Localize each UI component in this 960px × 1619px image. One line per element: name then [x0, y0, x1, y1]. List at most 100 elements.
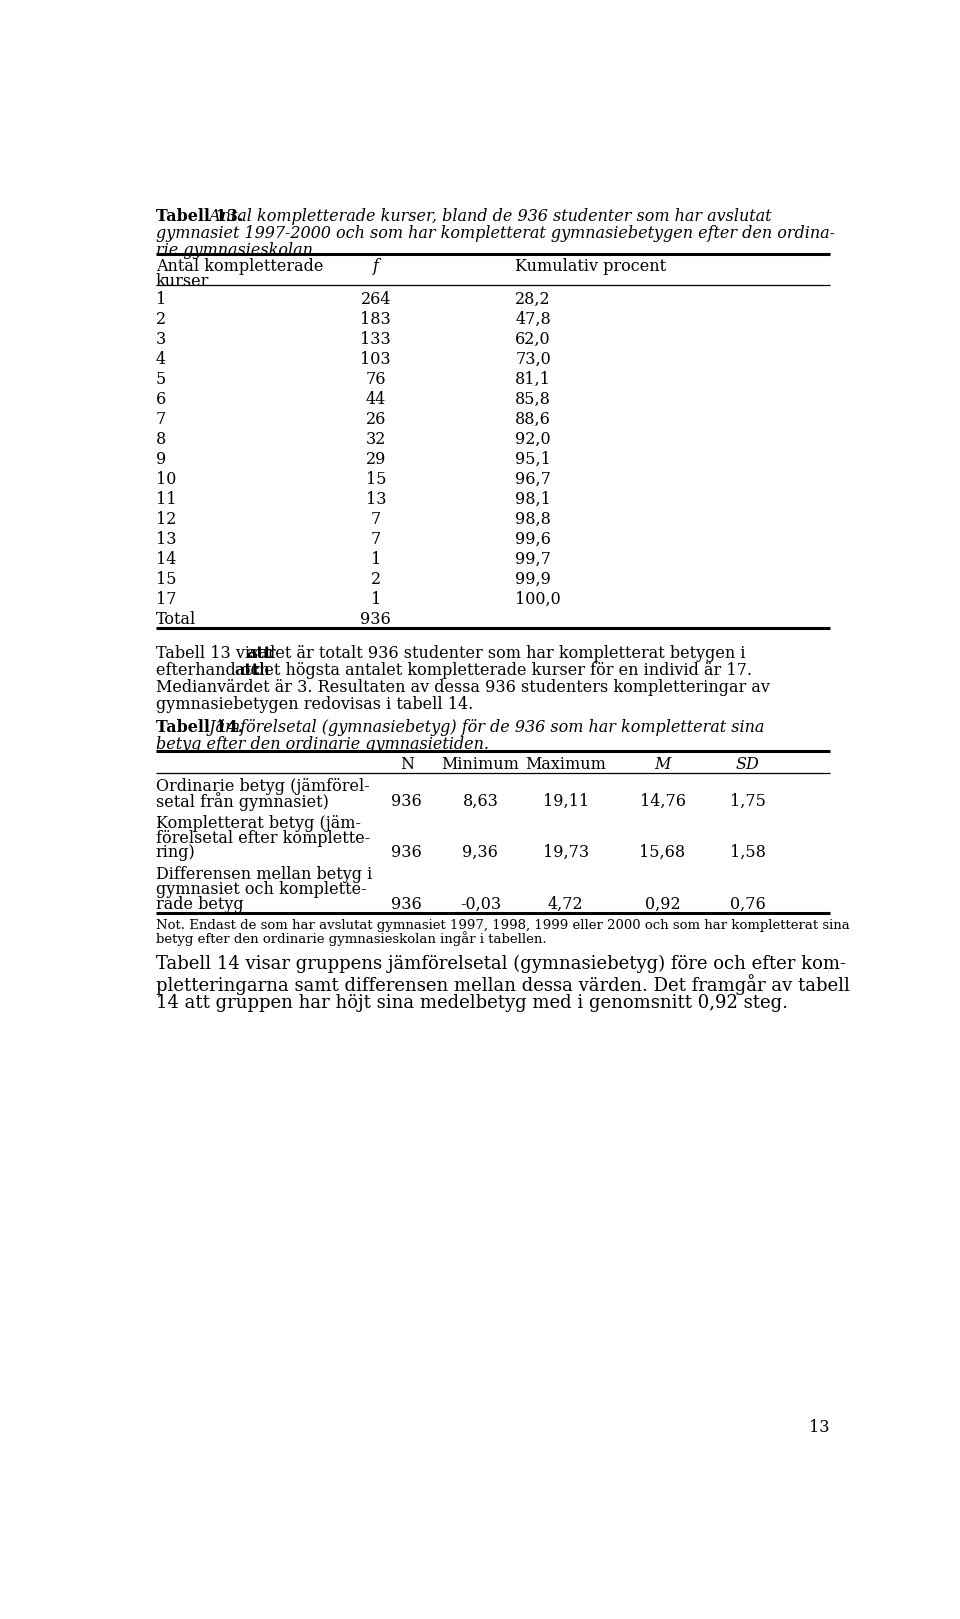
- Text: 7: 7: [371, 510, 381, 528]
- Text: 26: 26: [366, 411, 386, 427]
- Text: att: att: [234, 662, 260, 678]
- Text: 183: 183: [360, 311, 391, 327]
- Text: 4: 4: [156, 351, 166, 368]
- Text: Not. Endast de som har avslutat gymnasiet 1997, 1998, 1999 eller 2000 och som ha: Not. Endast de som har avslutat gymnasie…: [156, 920, 850, 933]
- Text: 15: 15: [366, 471, 386, 487]
- Text: 28,2: 28,2: [516, 290, 551, 308]
- Text: 936: 936: [392, 843, 422, 861]
- Text: 1,58: 1,58: [730, 843, 766, 861]
- Text: 2: 2: [371, 572, 381, 588]
- Text: rade betyg: rade betyg: [156, 895, 243, 913]
- Text: 92,0: 92,0: [516, 431, 551, 448]
- Text: 14 att gruppen har höjt sina medelbetyg med i genomsnitt 0,92 steg.: 14 att gruppen har höjt sina medelbetyg …: [156, 994, 787, 1012]
- Text: 32: 32: [366, 431, 386, 448]
- Text: 14: 14: [156, 550, 176, 568]
- Text: Tabell 14 visar gruppens jämförelsetal (gymnasiebetyg) före och efter kom-: Tabell 14 visar gruppens jämförelsetal (…: [156, 954, 846, 973]
- Text: SD: SD: [735, 756, 759, 772]
- Text: gymnasiet och komplette-: gymnasiet och komplette-: [156, 881, 367, 899]
- Text: 1: 1: [371, 550, 381, 568]
- Text: 936: 936: [360, 610, 391, 628]
- Text: 10: 10: [156, 471, 176, 487]
- Text: 100,0: 100,0: [516, 591, 561, 607]
- Text: Differensen mellan betyg i: Differensen mellan betyg i: [156, 866, 372, 884]
- Text: gymnasiebetygen redovisas i tabell 14.: gymnasiebetygen redovisas i tabell 14.: [156, 696, 473, 712]
- Text: rie gymnasieskolan.: rie gymnasieskolan.: [156, 241, 318, 259]
- Text: efterhand och: efterhand och: [156, 662, 275, 678]
- Text: 17: 17: [156, 591, 176, 607]
- Text: 2: 2: [156, 311, 166, 327]
- Text: 19,11: 19,11: [542, 793, 588, 810]
- Text: 1,75: 1,75: [730, 793, 766, 810]
- Text: 9: 9: [156, 450, 166, 468]
- Text: att: att: [247, 644, 272, 662]
- Text: 88,6: 88,6: [516, 411, 551, 427]
- Text: 0,76: 0,76: [730, 895, 766, 913]
- Text: f: f: [372, 257, 378, 275]
- Text: 14,76: 14,76: [639, 793, 685, 810]
- Text: 13: 13: [809, 1418, 829, 1436]
- Text: 6: 6: [156, 390, 166, 408]
- Text: 11: 11: [156, 491, 176, 508]
- Text: Minimum: Minimum: [442, 756, 519, 772]
- Text: 98,8: 98,8: [516, 510, 551, 528]
- Text: Antal kompletterade kurser, bland de 936 studenter som har avslutat: Antal kompletterade kurser, bland de 936…: [204, 209, 772, 225]
- Text: det högsta antalet kompletterade kurser för en individ är 17.: det högsta antalet kompletterade kurser …: [249, 662, 752, 678]
- Text: 0,92: 0,92: [645, 895, 681, 913]
- Text: 15,68: 15,68: [639, 843, 685, 861]
- Text: 99,9: 99,9: [516, 572, 551, 588]
- Text: 264: 264: [361, 290, 391, 308]
- Text: Kompletterat betyg (jäm-: Kompletterat betyg (jäm-: [156, 814, 361, 832]
- Text: 95,1: 95,1: [516, 450, 551, 468]
- Text: 44: 44: [366, 390, 386, 408]
- Text: 73,0: 73,0: [516, 351, 551, 368]
- Text: gymnasiet 1997-2000 och som har kompletterat gymnasiebetygen efter den ordina-: gymnasiet 1997-2000 och som har komplett…: [156, 225, 834, 243]
- Text: betyg efter den ordinarie gymnasieskolan ingår i tabellen.: betyg efter den ordinarie gymnasieskolan…: [156, 931, 546, 945]
- Text: Tabell 13.: Tabell 13.: [156, 209, 243, 225]
- Text: Medianvärdet är 3. Resultaten av dessa 936 studenters kompletteringar av: Medianvärdet är 3. Resultaten av dessa 9…: [156, 678, 770, 696]
- Text: 133: 133: [360, 330, 391, 348]
- Text: Maximum: Maximum: [525, 756, 606, 772]
- Text: 4,72: 4,72: [548, 895, 584, 913]
- Text: det är totalt 936 studenter som har kompletterat betygen i: det är totalt 936 studenter som har komp…: [260, 644, 746, 662]
- Text: 15: 15: [156, 572, 176, 588]
- Text: 85,8: 85,8: [516, 390, 551, 408]
- Text: Total: Total: [156, 610, 196, 628]
- Text: 76: 76: [366, 371, 386, 387]
- Text: 62,0: 62,0: [516, 330, 551, 348]
- Text: 8,63: 8,63: [463, 793, 498, 810]
- Text: 13: 13: [366, 491, 386, 508]
- Text: 98,1: 98,1: [516, 491, 551, 508]
- Text: 3: 3: [156, 330, 166, 348]
- Text: Jämförelsetal (gymnasiebetyg) för de 936 som har kompletterat sina: Jämförelsetal (gymnasiebetyg) för de 936…: [204, 719, 765, 735]
- Text: M: M: [655, 756, 671, 772]
- Text: 47,8: 47,8: [516, 311, 551, 327]
- Text: ring): ring): [156, 843, 196, 861]
- Text: 9,36: 9,36: [463, 843, 498, 861]
- Text: 7: 7: [156, 411, 166, 427]
- Text: 29: 29: [366, 450, 386, 468]
- Text: Kumulativ procent: Kumulativ procent: [516, 257, 666, 275]
- Text: 13: 13: [156, 531, 176, 547]
- Text: 19,73: 19,73: [542, 843, 588, 861]
- Text: 96,7: 96,7: [516, 471, 551, 487]
- Text: 1: 1: [371, 591, 381, 607]
- Text: förelsetal efter komplette-: förelsetal efter komplette-: [156, 829, 370, 847]
- Text: 936: 936: [392, 793, 422, 810]
- Text: Ordinarie betyg (jämförel-: Ordinarie betyg (jämförel-: [156, 779, 370, 795]
- Text: Tabell 14.: Tabell 14.: [156, 719, 243, 735]
- Text: betyg efter den ordinarie gymnasietiden.: betyg efter den ordinarie gymnasietiden.: [156, 735, 489, 753]
- Text: Antal kompletterade: Antal kompletterade: [156, 257, 323, 275]
- Text: 99,7: 99,7: [516, 550, 551, 568]
- Text: 103: 103: [360, 351, 391, 368]
- Text: kurser: kurser: [156, 274, 209, 290]
- Text: 99,6: 99,6: [516, 531, 551, 547]
- Text: -0,03: -0,03: [460, 895, 501, 913]
- Text: setal från gymnasiet): setal från gymnasiet): [156, 793, 328, 811]
- Text: N: N: [399, 756, 414, 772]
- Text: 7: 7: [371, 531, 381, 547]
- Text: 936: 936: [392, 895, 422, 913]
- Text: Tabell 13 visar: Tabell 13 visar: [156, 644, 280, 662]
- Text: 81,1: 81,1: [516, 371, 551, 387]
- Text: 8: 8: [156, 431, 166, 448]
- Text: 5: 5: [156, 371, 166, 387]
